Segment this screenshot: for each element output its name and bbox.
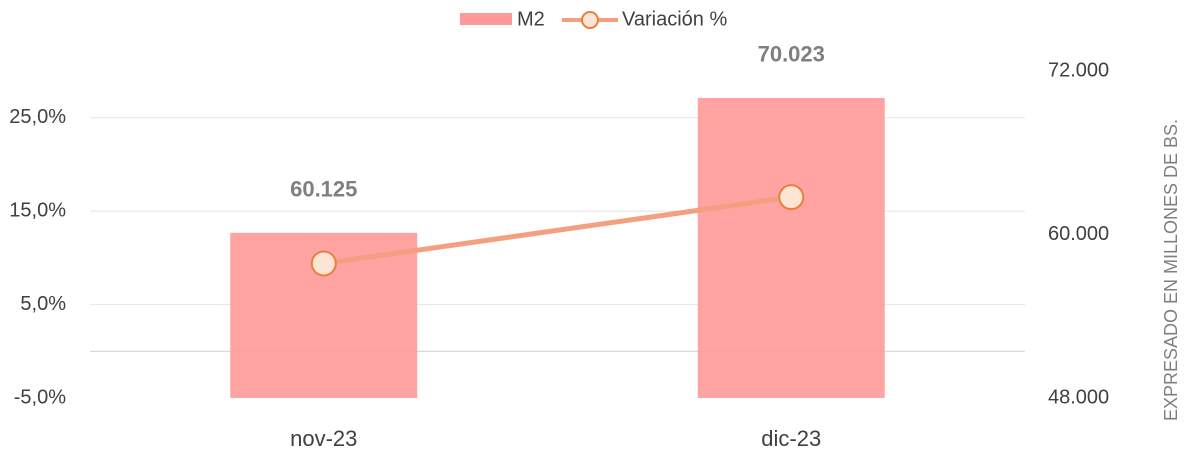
data-label: 60.125	[290, 177, 357, 202]
y2-tick-label: 48.000	[1048, 386, 1109, 408]
legend-marker	[581, 11, 599, 29]
x-tick-label: nov-23	[290, 426, 357, 451]
y-tick-label: 25,0%	[9, 106, 66, 128]
line-marker	[310, 250, 337, 277]
line	[323, 194, 792, 266]
y2-tick-label: 72.000	[1048, 59, 1109, 81]
y2-tick-label: 60.000	[1048, 223, 1109, 245]
bar	[697, 97, 885, 399]
data-label: 70.023	[758, 42, 825, 67]
x-tick-label: dic-23	[761, 426, 821, 451]
y-tick-label: -5,0%	[14, 386, 66, 408]
y-tick-label: 5,0%	[20, 293, 66, 315]
legend-label: Variación %	[622, 8, 727, 30]
y-tick-label: 15,0%	[9, 199, 66, 221]
line-marker	[778, 184, 805, 211]
legend-label: M2	[517, 8, 545, 30]
legend-swatch	[460, 13, 512, 25]
y2-axis-label: EXPRESADO EN MILLONES DE BS.	[1161, 119, 1181, 421]
